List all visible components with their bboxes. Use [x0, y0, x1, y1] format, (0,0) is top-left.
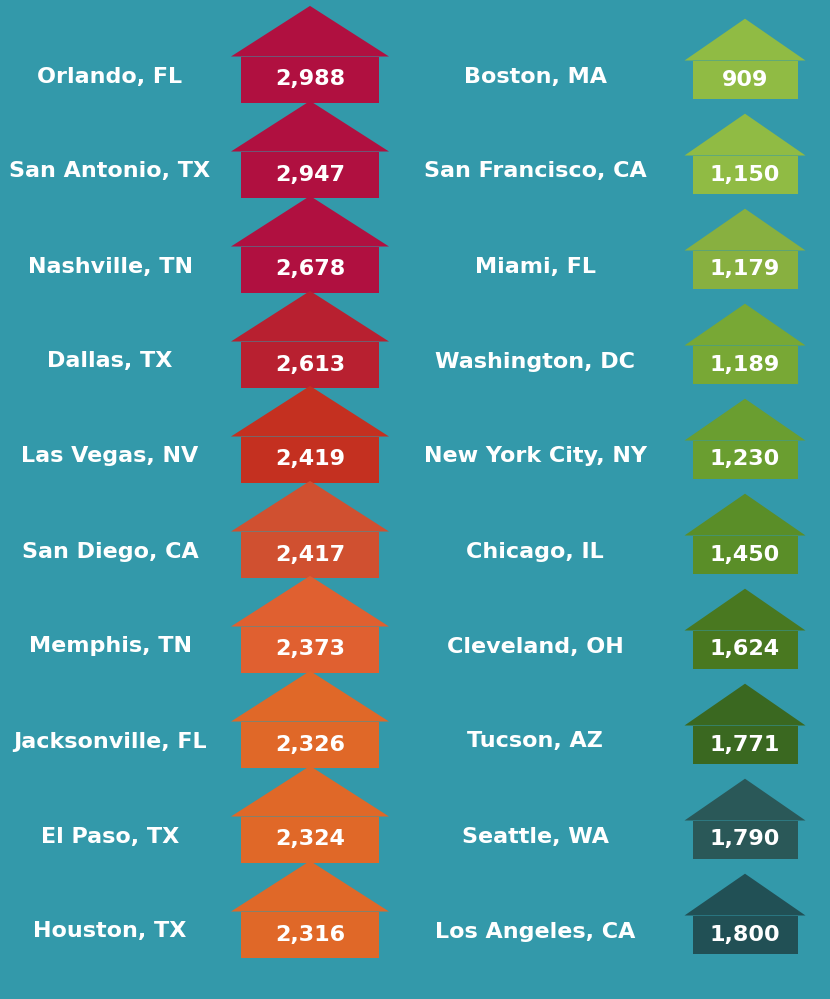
Text: Los Angeles, CA: Los Angeles, CA [435, 921, 635, 941]
FancyBboxPatch shape [241, 152, 379, 198]
Polygon shape [231, 575, 389, 626]
Polygon shape [231, 386, 389, 437]
Text: 2,316: 2,316 [275, 924, 345, 944]
Polygon shape [231, 101, 389, 152]
Text: Jacksonville, FL: Jacksonville, FL [13, 731, 207, 751]
FancyBboxPatch shape [692, 441, 798, 479]
Polygon shape [685, 19, 805, 61]
FancyBboxPatch shape [241, 911, 379, 957]
Polygon shape [685, 304, 805, 346]
Text: 1,189: 1,189 [710, 355, 780, 375]
Text: San Francisco, CA: San Francisco, CA [423, 162, 647, 182]
Polygon shape [685, 399, 805, 441]
Polygon shape [231, 481, 389, 531]
Text: 2,947: 2,947 [275, 165, 345, 185]
Text: 909: 909 [722, 70, 769, 90]
Polygon shape [231, 861, 389, 911]
Text: 2,417: 2,417 [275, 544, 345, 564]
FancyBboxPatch shape [692, 915, 798, 953]
Text: San Diego, CA: San Diego, CA [22, 541, 198, 561]
Text: Boston, MA: Boston, MA [463, 67, 607, 87]
FancyBboxPatch shape [241, 816, 379, 862]
FancyBboxPatch shape [692, 725, 798, 763]
Text: 2,678: 2,678 [275, 260, 345, 280]
FancyBboxPatch shape [692, 61, 798, 99]
Polygon shape [685, 588, 805, 630]
Text: 2,324: 2,324 [275, 829, 345, 849]
FancyBboxPatch shape [692, 535, 798, 573]
Text: Seattle, WA: Seattle, WA [461, 826, 608, 846]
Text: 1,790: 1,790 [710, 829, 780, 849]
Polygon shape [231, 6, 389, 57]
Polygon shape [231, 766, 389, 816]
FancyBboxPatch shape [692, 820, 798, 858]
Text: New York City, NY: New York City, NY [423, 447, 647, 467]
Text: 1,624: 1,624 [710, 639, 780, 659]
FancyBboxPatch shape [241, 531, 379, 577]
Text: 1,230: 1,230 [710, 450, 780, 470]
Text: Chicago, IL: Chicago, IL [466, 541, 604, 561]
Polygon shape [685, 778, 805, 820]
FancyBboxPatch shape [241, 437, 379, 483]
FancyBboxPatch shape [241, 247, 379, 293]
FancyBboxPatch shape [692, 346, 798, 384]
Text: 1,150: 1,150 [710, 165, 780, 185]
Text: 1,800: 1,800 [710, 924, 780, 944]
Text: Orlando, FL: Orlando, FL [37, 67, 183, 87]
Text: Memphis, TN: Memphis, TN [28, 636, 192, 656]
FancyBboxPatch shape [241, 626, 379, 672]
FancyBboxPatch shape [692, 251, 798, 289]
Text: Tucson, AZ: Tucson, AZ [467, 731, 603, 751]
Text: 2,373: 2,373 [275, 639, 345, 659]
Text: Dallas, TX: Dallas, TX [47, 352, 173, 372]
Text: 1,771: 1,771 [710, 734, 780, 754]
FancyBboxPatch shape [241, 342, 379, 388]
Text: 1,179: 1,179 [710, 260, 780, 280]
Text: Houston, TX: Houston, TX [33, 921, 187, 941]
Polygon shape [685, 683, 805, 725]
Text: El Paso, TX: El Paso, TX [41, 826, 179, 846]
Text: 2,326: 2,326 [275, 734, 345, 754]
Text: 2,419: 2,419 [275, 450, 345, 470]
FancyBboxPatch shape [241, 721, 379, 767]
Text: 1,450: 1,450 [710, 544, 780, 564]
Text: 2,613: 2,613 [275, 355, 345, 375]
Text: Miami, FL: Miami, FL [475, 257, 595, 277]
FancyBboxPatch shape [692, 156, 798, 194]
FancyBboxPatch shape [241, 57, 379, 103]
Text: Cleveland, OH: Cleveland, OH [447, 636, 623, 656]
Text: Washington, DC: Washington, DC [435, 352, 635, 372]
Text: San Antonio, TX: San Antonio, TX [9, 162, 211, 182]
Polygon shape [685, 494, 805, 535]
Text: Nashville, TN: Nashville, TN [27, 257, 193, 277]
Polygon shape [231, 671, 389, 721]
Text: 2,988: 2,988 [275, 70, 345, 90]
Text: Las Vegas, NV: Las Vegas, NV [22, 447, 198, 467]
Polygon shape [231, 196, 389, 247]
Polygon shape [685, 874, 805, 915]
Polygon shape [685, 114, 805, 156]
Polygon shape [685, 209, 805, 251]
Polygon shape [231, 291, 389, 342]
FancyBboxPatch shape [692, 630, 798, 668]
